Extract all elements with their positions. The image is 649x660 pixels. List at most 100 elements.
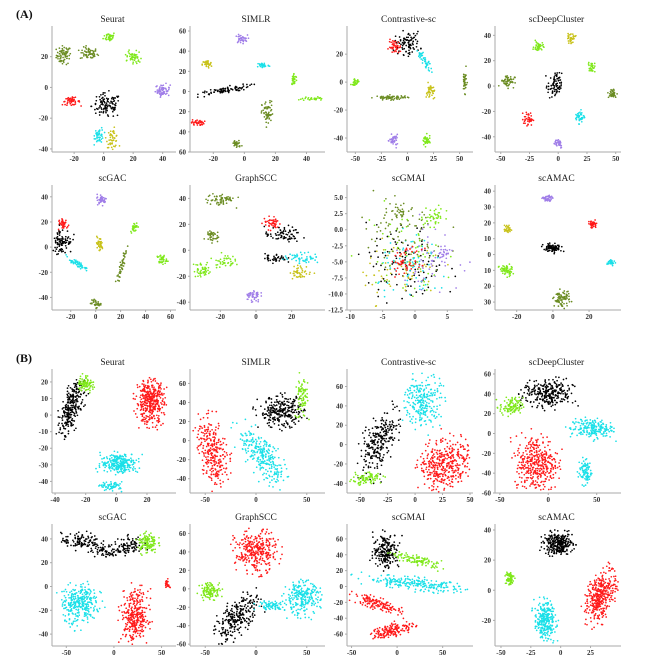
- data-point: [420, 279, 423, 282]
- data-point: [102, 37, 104, 40]
- data-point: [234, 88, 237, 90]
- data-point: [67, 243, 70, 246]
- data-point: [79, 396, 82, 398]
- data-point: [546, 198, 549, 200]
- data-point: [283, 235, 286, 238]
- data-point: [551, 92, 554, 94]
- data-point: [500, 270, 503, 272]
- data-point: [101, 461, 104, 463]
- data-point: [64, 427, 67, 430]
- points: [497, 32, 618, 149]
- data-point: [297, 420, 300, 422]
- data-point: [199, 124, 202, 127]
- data-point: [392, 95, 395, 98]
- data-point: [429, 219, 432, 222]
- data-point: [290, 426, 293, 429]
- data-point: [547, 88, 550, 91]
- data-point: [61, 237, 64, 240]
- data-point: [129, 466, 132, 469]
- data-point: [122, 463, 125, 466]
- y-tick-label: 5.0: [334, 194, 343, 202]
- data-point: [424, 256, 426, 258]
- data-point: [63, 427, 65, 430]
- data-point: [275, 234, 278, 237]
- data-point: [260, 63, 262, 66]
- data-point: [527, 116, 530, 119]
- data-point: [102, 464, 105, 466]
- data-point: [165, 82, 167, 85]
- data-point: [497, 84, 500, 87]
- cluster-cyan: [416, 50, 433, 73]
- data-point: [269, 229, 272, 232]
- data-point: [157, 408, 160, 410]
- data-point: [383, 295, 386, 298]
- data-point: [377, 256, 379, 258]
- data-point: [425, 289, 428, 291]
- data-point: [160, 382, 162, 384]
- data-point: [393, 41, 396, 43]
- data-point: [401, 262, 403, 265]
- data-point: [64, 235, 67, 238]
- data-point: [106, 33, 109, 36]
- data-point: [111, 142, 114, 144]
- data-point: [123, 470, 126, 473]
- data-point: [199, 274, 202, 276]
- data-point: [396, 228, 398, 231]
- data-point: [512, 86, 515, 89]
- cluster-olive: [552, 288, 573, 310]
- data-point: [431, 215, 433, 218]
- data-point: [57, 409, 59, 412]
- data-point: [535, 41, 538, 43]
- data-point: [523, 115, 526, 118]
- data-point: [66, 230, 69, 232]
- data-point: [264, 252, 266, 255]
- data-point: [557, 247, 559, 250]
- data-point: [154, 392, 157, 395]
- data-point: [274, 256, 276, 259]
- data-point: [392, 246, 395, 249]
- data-point: [110, 35, 112, 38]
- y-tick-label: -10: [39, 428, 49, 436]
- data-point: [106, 106, 108, 109]
- data-point: [263, 62, 266, 65]
- data-point: [452, 226, 455, 229]
- data-point: [103, 107, 105, 110]
- data-point: [426, 245, 429, 248]
- data-point: [75, 400, 77, 403]
- data-point: [569, 40, 572, 43]
- data-point: [229, 84, 231, 87]
- cluster-olive: [89, 298, 102, 310]
- data-point: [412, 43, 414, 46]
- data-point: [432, 254, 435, 257]
- data-point: [138, 385, 141, 388]
- data-point: [297, 231, 299, 234]
- data-point: [510, 265, 513, 268]
- data-point: [614, 96, 617, 99]
- data-point: [159, 258, 161, 261]
- data-point: [410, 268, 413, 270]
- data-point: [508, 228, 511, 230]
- data-point: [132, 56, 135, 59]
- x-tick-label: -10: [346, 313, 356, 321]
- data-point: [264, 220, 267, 223]
- data-point: [386, 282, 389, 285]
- data-point: [527, 123, 529, 126]
- data-point: [259, 65, 262, 68]
- data-point: [356, 79, 359, 81]
- data-point: [394, 35, 397, 38]
- data-point: [114, 486, 117, 488]
- data-point: [571, 33, 574, 35]
- data-point: [135, 395, 138, 398]
- data-point: [157, 389, 160, 392]
- data-point: [247, 37, 250, 40]
- data-point: [423, 239, 426, 242]
- data-point: [422, 57, 425, 59]
- data-point: [407, 244, 409, 247]
- cluster-lime: [587, 61, 596, 73]
- data-point: [417, 234, 420, 236]
- data-point: [434, 256, 437, 259]
- data-point: [95, 235, 98, 238]
- data-point: [267, 64, 270, 67]
- data-point: [80, 389, 83, 392]
- data-point: [155, 424, 158, 427]
